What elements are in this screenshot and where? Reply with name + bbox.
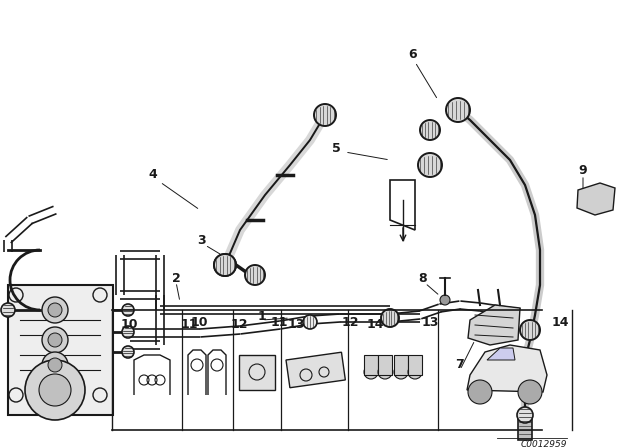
Circle shape [381, 309, 399, 327]
Bar [8, 285, 113, 415]
Text: 4: 4 [148, 168, 157, 181]
Text: 2: 2 [172, 271, 180, 284]
Polygon shape [468, 305, 520, 345]
Bar [408, 355, 422, 375]
Text: 11: 11 [180, 319, 198, 332]
Circle shape [446, 98, 470, 122]
Circle shape [1, 303, 15, 317]
Circle shape [42, 352, 68, 378]
Circle shape [48, 333, 62, 347]
Bar [378, 355, 392, 375]
Circle shape [517, 407, 533, 423]
Text: 12: 12 [230, 319, 248, 332]
Bar [394, 355, 408, 375]
Circle shape [520, 320, 540, 340]
Polygon shape [487, 348, 515, 360]
Circle shape [48, 303, 62, 317]
Circle shape [468, 380, 492, 404]
Text: 9: 9 [579, 164, 588, 177]
Text: 1: 1 [258, 310, 266, 323]
Circle shape [42, 327, 68, 353]
Text: 5: 5 [332, 142, 340, 155]
Polygon shape [467, 345, 547, 392]
Text: 14: 14 [366, 319, 384, 332]
Circle shape [394, 365, 408, 379]
Circle shape [408, 365, 422, 379]
Text: 14: 14 [551, 316, 569, 329]
Text: 6: 6 [409, 48, 417, 61]
Circle shape [122, 346, 134, 358]
Text: 12: 12 [341, 316, 359, 329]
Circle shape [122, 326, 134, 338]
Text: 13: 13 [287, 319, 305, 332]
Polygon shape [577, 183, 615, 215]
Text: 13: 13 [421, 316, 438, 329]
Circle shape [214, 254, 236, 276]
Text: 7: 7 [454, 358, 463, 371]
Circle shape [42, 297, 68, 323]
Circle shape [378, 365, 392, 379]
Circle shape [518, 380, 542, 404]
Circle shape [440, 295, 450, 305]
Circle shape [245, 265, 265, 285]
Text: 8: 8 [419, 271, 428, 284]
Text: C0012959: C0012959 [520, 440, 567, 448]
Bar [286, 352, 346, 388]
Circle shape [314, 104, 336, 126]
Text: 3: 3 [196, 233, 205, 246]
Circle shape [122, 304, 134, 316]
Text: 10: 10 [190, 316, 208, 329]
Text: 10: 10 [120, 319, 138, 332]
Text: 11: 11 [270, 316, 288, 329]
Circle shape [364, 365, 378, 379]
Circle shape [418, 153, 442, 177]
Circle shape [303, 315, 317, 329]
Bar [239, 355, 275, 390]
Circle shape [214, 254, 236, 276]
Circle shape [48, 358, 62, 372]
Circle shape [420, 120, 440, 140]
Bar [518, 415, 532, 440]
Circle shape [25, 360, 85, 420]
Circle shape [39, 374, 71, 406]
Bar [364, 355, 378, 375]
